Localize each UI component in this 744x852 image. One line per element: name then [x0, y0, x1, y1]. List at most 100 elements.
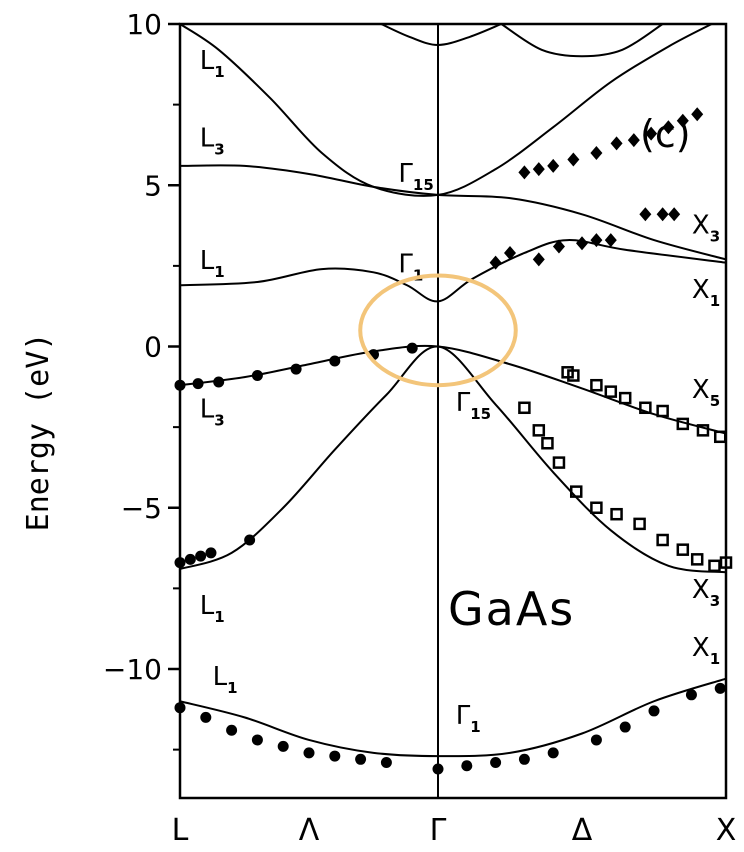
band-label: X3 — [692, 575, 720, 610]
data-point — [690, 553, 704, 566]
tick-labels: 10 5 0 −5 −10 L Λ Γ Δ X — [103, 8, 736, 848]
band-label: Γ1 — [456, 701, 481, 736]
data-point — [547, 747, 559, 759]
data-point — [590, 146, 603, 160]
data-point — [569, 485, 583, 498]
data-point — [432, 763, 444, 775]
band-label: X5 — [692, 375, 720, 410]
experimental-points — [174, 107, 733, 775]
x-tick-label: L — [172, 813, 189, 848]
y-tick-label: 10 — [126, 8, 162, 41]
data-point — [329, 355, 341, 367]
data-point — [708, 559, 721, 573]
band-curve — [500, 23, 664, 58]
band-curve — [179, 23, 713, 197]
data-point — [380, 757, 392, 769]
band-label: X1 — [692, 275, 720, 310]
highlight-ellipse — [358, 273, 518, 388]
data-point — [714, 682, 726, 694]
y-tick-label: 0 — [144, 331, 162, 364]
data-point — [532, 424, 546, 437]
data-point — [567, 369, 580, 382]
data-point — [567, 152, 580, 167]
data-point — [213, 376, 225, 388]
band-curve — [179, 345, 727, 574]
band-label: L1 — [200, 246, 225, 281]
data-point — [552, 239, 565, 254]
band-label: L1 — [200, 591, 225, 626]
data-point — [532, 252, 545, 267]
data-point — [590, 233, 603, 248]
panel-label: (c) — [640, 112, 691, 156]
data-point — [691, 107, 704, 122]
band-curve — [179, 677, 727, 758]
data-point — [662, 120, 675, 135]
data-point — [251, 734, 263, 746]
data-point — [489, 255, 502, 270]
data-point — [174, 702, 186, 714]
data-point — [552, 456, 566, 469]
data-point — [547, 158, 560, 173]
x-tick-label: Λ — [299, 813, 320, 848]
data-point — [604, 233, 617, 248]
data-point — [406, 342, 418, 354]
data-point — [668, 207, 681, 222]
data-point — [504, 245, 516, 260]
band-label: Γ15 — [456, 388, 491, 423]
data-point — [656, 533, 669, 547]
material-label: GaAs — [448, 582, 575, 636]
data-point — [633, 517, 646, 531]
data-point — [685, 689, 697, 701]
data-point — [192, 378, 204, 390]
data-point — [576, 236, 588, 251]
data-point — [610, 136, 623, 151]
data-point — [676, 113, 689, 128]
data-point — [648, 705, 660, 717]
band-label: Γ15 — [398, 159, 433, 194]
data-point — [518, 401, 531, 415]
data-point — [532, 162, 545, 177]
data-point — [244, 534, 256, 546]
y-tick-label: −10 — [103, 653, 162, 686]
data-point — [627, 133, 640, 148]
data-point — [639, 401, 652, 415]
data-point — [195, 550, 207, 562]
y-tick-label: −5 — [121, 492, 162, 525]
axes-layer — [178, 22, 728, 800]
x-tick-label: Γ — [430, 813, 447, 848]
data-point — [590, 378, 603, 392]
band-curve — [179, 344, 727, 435]
data-point — [541, 437, 554, 450]
band-label: L1 — [213, 662, 238, 697]
data-point — [618, 391, 632, 405]
plot-frame — [178, 22, 728, 800]
x-tick-label: Δ — [572, 813, 593, 848]
y-tick-label: 5 — [144, 169, 162, 202]
data-point — [713, 430, 727, 444]
data-point — [200, 711, 212, 723]
data-point — [604, 385, 618, 398]
data-point — [355, 753, 367, 765]
data-point — [329, 750, 341, 762]
band-label: L3 — [200, 124, 225, 159]
data-point — [590, 734, 602, 746]
data-point — [251, 370, 263, 382]
data-point — [518, 753, 530, 765]
data-point — [676, 417, 690, 431]
data-point — [290, 363, 302, 375]
data-point — [696, 424, 710, 437]
data-point — [676, 543, 690, 556]
data-point — [226, 724, 238, 736]
y-axis-label: Energy (eV) — [21, 333, 56, 532]
band-label: X3 — [692, 211, 720, 246]
band-label: X1 — [692, 633, 720, 668]
band-curve — [179, 239, 727, 303]
data-point — [184, 553, 196, 565]
data-point — [490, 757, 502, 769]
x-tick-label: X — [716, 813, 737, 848]
data-point — [174, 379, 186, 391]
data-point — [610, 507, 623, 521]
data-point — [656, 207, 669, 222]
data-point — [277, 740, 289, 752]
